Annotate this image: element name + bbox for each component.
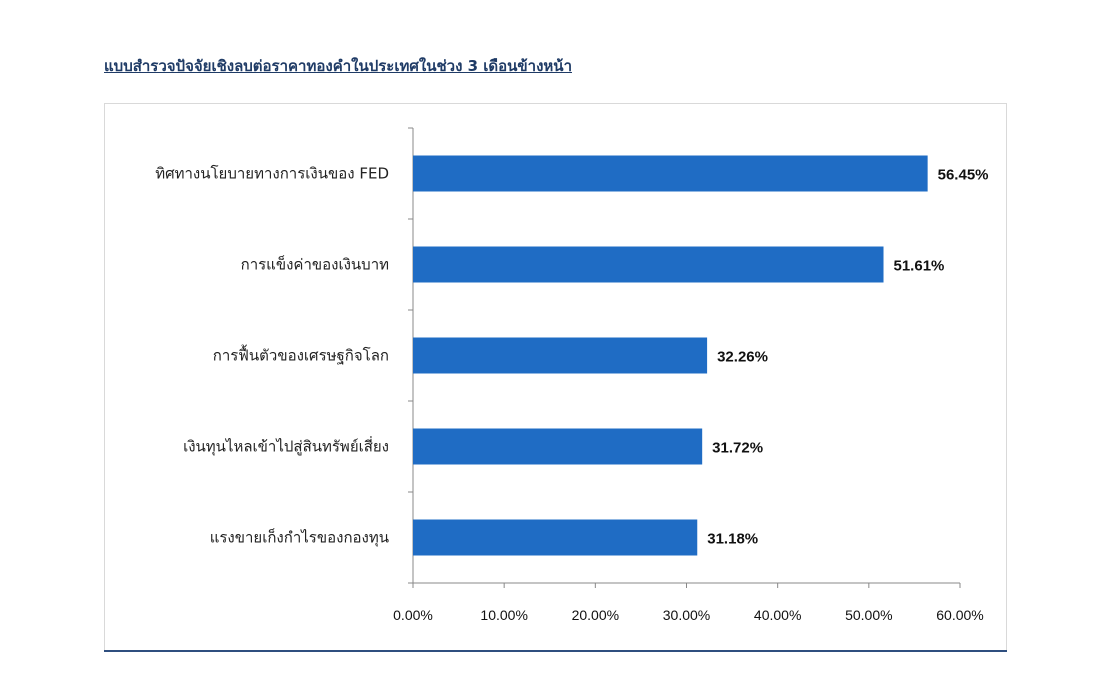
- category-label: เงินทุนไหลเข้าไปสู่สินทรัพย์เสี่ยง: [183, 436, 389, 457]
- bottom-divider: [104, 650, 1007, 652]
- category-label: แรงขายเก็งกำไรของกองทุน: [210, 528, 389, 548]
- page-title: แบบสำรวจปัจจัยเชิงลบต่อราคาทองคำในประเทศ…: [104, 57, 572, 75]
- data-label: 51.61%: [894, 258, 945, 275]
- chart-frame: [104, 103, 1007, 651]
- x-tick-label: 20.00%: [572, 607, 619, 623]
- data-label: 32.26%: [717, 349, 768, 366]
- bar: [413, 155, 928, 192]
- bar: [413, 246, 884, 283]
- bar: [413, 337, 708, 374]
- data-label: 31.72%: [712, 440, 763, 457]
- bar: [413, 519, 698, 556]
- x-tick-label: 10.00%: [480, 607, 527, 623]
- x-tick-label: 50.00%: [845, 607, 892, 623]
- x-tick-label: 40.00%: [754, 607, 801, 623]
- bar: [413, 428, 703, 465]
- data-label: 31.18%: [707, 531, 758, 548]
- x-tick-label: 0.00%: [393, 607, 433, 623]
- x-tick-label: 30.00%: [663, 607, 710, 623]
- category-label: ทิศทางนโยบายทางการเงินของ FED: [155, 165, 389, 183]
- data-label: 56.45%: [938, 167, 989, 184]
- x-tick-label: 60.00%: [936, 607, 983, 623]
- category-label: การแข็งค่าของเงินบาท: [241, 255, 389, 274]
- category-label: การฟื้นตัวของเศรษฐกิจโลก: [213, 345, 389, 365]
